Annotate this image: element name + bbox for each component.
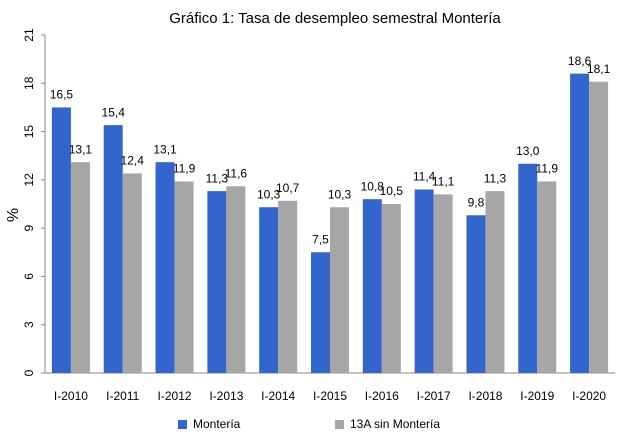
value-label: 10,5: [380, 184, 404, 198]
value-label: 13,1: [153, 142, 177, 156]
legend-label: 13A sin Montería: [350, 417, 440, 431]
y-tick-label: 3: [22, 321, 36, 328]
x-tick-label: I-2010: [54, 389, 88, 403]
x-tick-label: I-2019: [520, 389, 554, 403]
bar: [70, 162, 90, 373]
legend-label: Montería: [193, 417, 241, 431]
y-tick-label: 9: [22, 224, 36, 231]
bar: [311, 252, 330, 373]
legend-swatch: [335, 420, 344, 429]
y-tick-label: 18: [22, 76, 36, 90]
x-tick-label: I-2017: [417, 389, 451, 403]
bar: [330, 207, 349, 373]
bar: [174, 181, 194, 373]
value-label: 10,3: [257, 187, 281, 201]
value-label: 10,7: [276, 181, 300, 195]
x-tick-label: I-2013: [209, 389, 243, 403]
bar: [414, 189, 434, 373]
x-tick-label: I-2015: [313, 389, 347, 403]
bar: [518, 163, 538, 373]
x-tick-label: I-2018: [468, 389, 502, 403]
value-label: 11,3: [206, 171, 229, 185]
bar: [433, 194, 453, 373]
bar: [485, 191, 505, 373]
y-tick-label: 0: [22, 369, 36, 376]
legend-swatch: [178, 420, 187, 429]
value-label: 12,4: [121, 154, 145, 168]
chart-title: Gráfico 1: Tasa de desempleo semestral M…: [169, 10, 501, 27]
y-tick-label: 12: [22, 173, 36, 187]
y-tick-label: 15: [22, 125, 36, 139]
value-label: 18,6: [568, 54, 592, 68]
bar: [122, 173, 142, 373]
value-label: 15,4: [102, 105, 126, 119]
bar: [259, 207, 279, 373]
x-tick-label: I-2011: [106, 389, 139, 403]
value-label: 18,1: [587, 62, 611, 76]
value-label: 10,8: [361, 179, 385, 193]
value-label: 11,1: [432, 175, 455, 189]
bar: [155, 162, 175, 373]
value-label: 11,4: [413, 170, 436, 184]
bar: [381, 204, 401, 373]
value-label: 11,6: [225, 166, 248, 180]
x-tick-label: I-2020: [572, 389, 606, 403]
bar: [570, 73, 590, 373]
value-label: 11,9: [536, 162, 559, 176]
value-label: 16,5: [50, 88, 74, 102]
bar: [362, 199, 382, 373]
value-label: 7,5: [312, 232, 329, 246]
value-label: 13,1: [69, 142, 93, 156]
y-axis-label: %: [5, 208, 22, 222]
y-tick-label: 21: [22, 28, 36, 42]
value-label: 11,3: [484, 171, 507, 185]
bar: [278, 200, 298, 373]
bar: [466, 215, 486, 373]
value-label: 9,8: [468, 195, 485, 209]
value-label: 11,9: [173, 162, 196, 176]
x-tick-label: I-2014: [261, 389, 295, 403]
value-label: 13,0: [516, 144, 540, 158]
value-label: 10,3: [328, 187, 352, 201]
x-tick-label: I-2016: [365, 389, 399, 403]
bar: [103, 125, 123, 373]
bar: [207, 191, 227, 373]
bar: [226, 186, 246, 373]
bar: [51, 107, 71, 373]
bar: [589, 81, 609, 373]
x-tick-label: I-2012: [158, 389, 192, 403]
y-tick-label: 6: [22, 273, 36, 280]
bar: [537, 181, 557, 373]
